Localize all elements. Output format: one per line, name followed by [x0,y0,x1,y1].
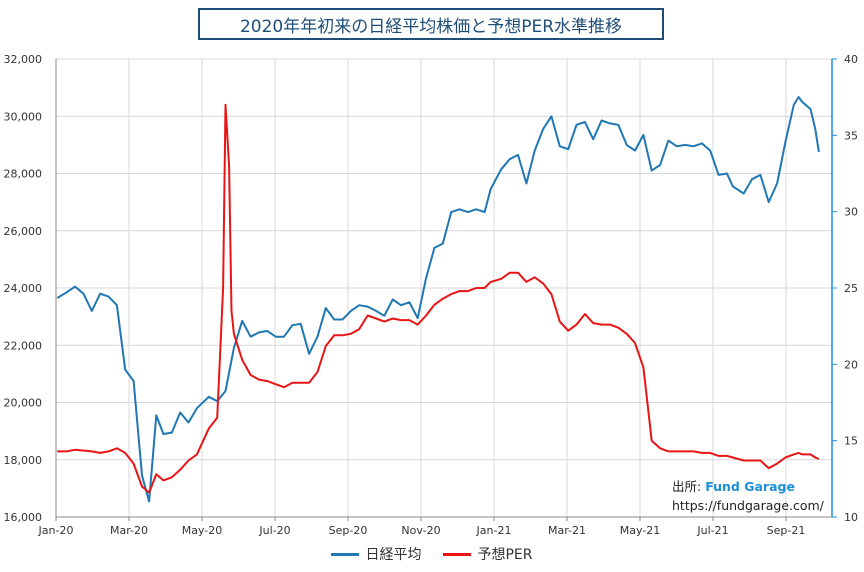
y-right-tick-label: 35 [844,129,858,142]
y-left-tick-label: 20,000 [4,397,43,410]
x-tick-label: Mar-21 [548,524,586,537]
x-tick-label: Jul-21 [696,524,728,537]
y-right-tick-label: 40 [844,53,858,66]
x-tick-label: Jul-20 [258,524,290,537]
legend: 日経平均 予想PER [0,544,864,564]
legend-item-per: 予想PER [443,544,533,564]
y-left-tick-label: 18,000 [4,454,43,467]
legend-label-per: 予想PER [477,547,533,563]
y-right-tick-label: 20 [844,358,858,371]
y-right-tick-label: 10 [844,511,858,524]
x-tick-label: Mar-20 [110,524,148,537]
y-left-tick-label: 22,000 [4,339,43,352]
series-line-per [57,103,820,494]
legend-swatch-nikkei [331,552,360,556]
y-left-tick-label: 28,000 [4,168,43,181]
y-right-tick-label: 30 [844,206,858,219]
legend-swatch-per [443,552,472,556]
series [56,96,820,503]
source-url: https://fundgarage.com/ [672,498,824,513]
y-left-tick-label: 32,000 [4,53,43,66]
source-brand: Fund Garage [705,479,795,494]
series-line-nikkei [56,96,820,503]
x-tick-label: May-20 [182,524,223,537]
y-left-tick-label: 24,000 [4,282,43,295]
x-tick-label: Nov-20 [401,524,440,537]
grid [55,58,832,518]
x-tick-label: Sep-21 [767,524,806,537]
source-label: 出所: [672,479,702,494]
x-tick-label: Sep-20 [329,524,368,537]
y-left-tick-label: 26,000 [4,225,43,238]
x-tick-label: Jan-21 [476,524,512,537]
y-left-tick-label: 30,000 [4,110,43,123]
chart-title: 2020年年初来の日経平均株価と予想PER水準推移 [198,8,664,40]
axes: 16,000 18,000 20,000 22,000 24,000 26,000 28,0… [4,53,859,537]
x-tick-label: Jan-20 [38,524,74,537]
y-right-tick-label: 25 [844,282,858,295]
y-left-tick-label: 16,000 [4,511,43,524]
source-note: 出所: Fund Garage https://fundgarage.com/ [672,477,824,515]
legend-item-nikkei: 日経平均 [331,544,421,564]
x-tick-label: May-21 [620,524,661,537]
y-right-tick-label: 15 [844,435,858,448]
legend-label-nikkei: 日経平均 [365,547,422,563]
